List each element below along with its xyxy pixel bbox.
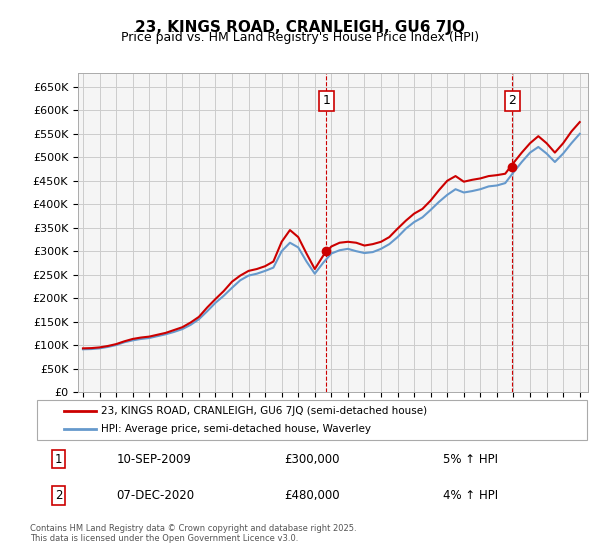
Text: 23, KINGS ROAD, CRANLEIGH, GU6 7JQ: 23, KINGS ROAD, CRANLEIGH, GU6 7JQ (135, 20, 465, 35)
Text: 2: 2 (55, 489, 62, 502)
Text: 10-SEP-2009: 10-SEP-2009 (116, 452, 191, 465)
Text: HPI: Average price, semi-detached house, Waverley: HPI: Average price, semi-detached house,… (101, 423, 371, 433)
Text: Price paid vs. HM Land Registry's House Price Index (HPI): Price paid vs. HM Land Registry's House … (121, 31, 479, 44)
Text: 1: 1 (322, 95, 330, 108)
Text: 4% ↑ HPI: 4% ↑ HPI (443, 489, 498, 502)
Text: 2: 2 (508, 95, 516, 108)
Text: £480,000: £480,000 (284, 489, 340, 502)
Text: 23, KINGS ROAD, CRANLEIGH, GU6 7JQ (semi-detached house): 23, KINGS ROAD, CRANLEIGH, GU6 7JQ (semi… (101, 407, 427, 417)
Text: 5% ↑ HPI: 5% ↑ HPI (443, 452, 498, 465)
Text: Contains HM Land Registry data © Crown copyright and database right 2025.
This d: Contains HM Land Registry data © Crown c… (30, 524, 356, 543)
Text: £300,000: £300,000 (284, 452, 340, 465)
Text: 1: 1 (55, 452, 62, 465)
FancyBboxPatch shape (37, 400, 587, 440)
Text: 07-DEC-2020: 07-DEC-2020 (116, 489, 195, 502)
